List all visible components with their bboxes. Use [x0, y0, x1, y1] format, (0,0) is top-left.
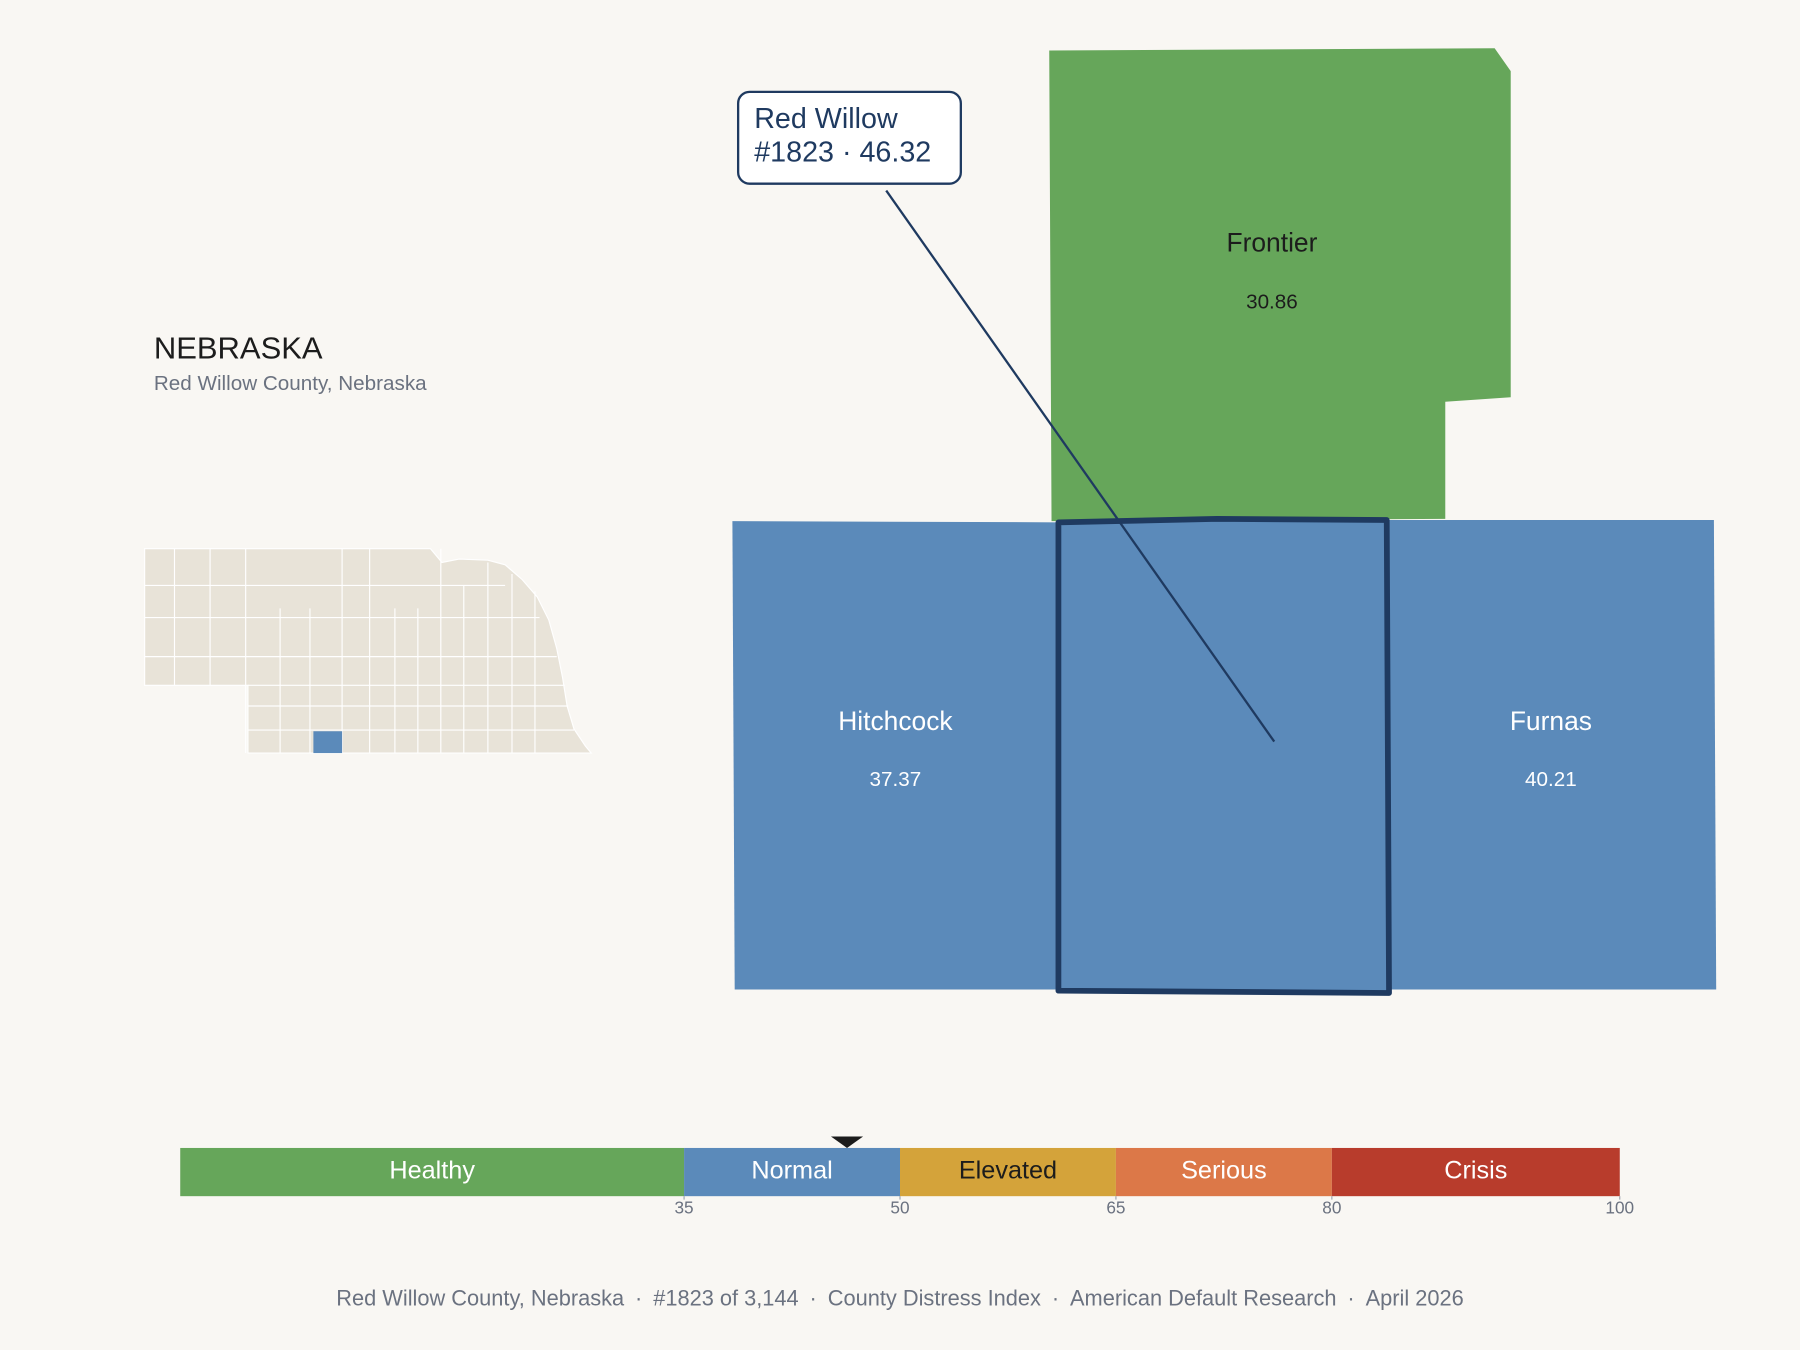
subtitle: Red Willow County, Nebraska: [154, 372, 427, 395]
callout-label: #1823 · 46.32: [754, 136, 931, 168]
legend-band: [1331, 1147, 1620, 1197]
footer-item: Red Willow County, Nebraska: [336, 1285, 625, 1310]
state-inset: [144, 548, 593, 754]
county-value: 30.86: [1246, 291, 1298, 314]
footer-separator: ·: [1337, 1285, 1366, 1310]
legend-marker: [830, 1136, 864, 1148]
callout-name: Red Willow: [754, 103, 898, 135]
state-shape: [144, 548, 593, 754]
state-title: NEBRASKA: [154, 330, 323, 365]
county-name: Furnas: [1510, 706, 1592, 736]
county-value: 37.37: [870, 768, 922, 791]
selected-county-inset: [313, 731, 343, 754]
legend-band-label: Elevated: [959, 1157, 1057, 1185]
legend-tick-label: 50: [890, 1197, 909, 1217]
legend-band: [1115, 1147, 1332, 1197]
legend-tick-label: 65: [1106, 1197, 1125, 1217]
footer-item: April 2026: [1366, 1285, 1464, 1310]
legend-band: [180, 1147, 685, 1197]
footer-separator: ·: [624, 1285, 653, 1310]
county: [1386, 520, 1717, 990]
county-name: Hitchcock: [838, 706, 953, 736]
legend-tick-label: 35: [674, 1197, 693, 1217]
legend-band: [900, 1147, 1116, 1197]
county-value: 40.21: [1525, 768, 1577, 791]
callout: Red Willow #1823 · 46.32: [736, 90, 1276, 743]
legend-band-label: Healthy: [389, 1157, 475, 1185]
legend-band-label: Crisis: [1444, 1157, 1507, 1185]
county-name: Frontier: [1226, 227, 1317, 257]
footer: Red Willow County, Nebraska · #1823 of 3…: [336, 1285, 1464, 1310]
county-borders: [144, 548, 574, 754]
selected-county: [1055, 516, 1392, 996]
callout-leader: [885, 189, 1276, 743]
legend: Healthy Normal Elevated Serious Crisis 35 50 65…: [180, 1136, 1634, 1217]
footer-item: American Default Research: [1070, 1285, 1337, 1310]
legend-tick-label: 80: [1322, 1197, 1341, 1217]
legend-tick-label: 100: [1605, 1197, 1634, 1217]
footer-item: #1823 of 3,144: [653, 1285, 798, 1310]
counties: Frontier 30.86 Hitchcock 37.37 Furnas 40.21: [732, 48, 1717, 996]
county: [732, 521, 1059, 990]
legend-band-label: Normal: [751, 1157, 832, 1185]
legend-band-label: Serious: [1181, 1157, 1267, 1185]
footer-separator: ·: [799, 1285, 828, 1310]
footer-separator: ·: [1041, 1285, 1070, 1310]
footer-item: County Distress Index: [828, 1285, 1041, 1310]
county: [1049, 48, 1511, 522]
callout-box: [736, 90, 962, 185]
legend-band: [684, 1147, 900, 1197]
